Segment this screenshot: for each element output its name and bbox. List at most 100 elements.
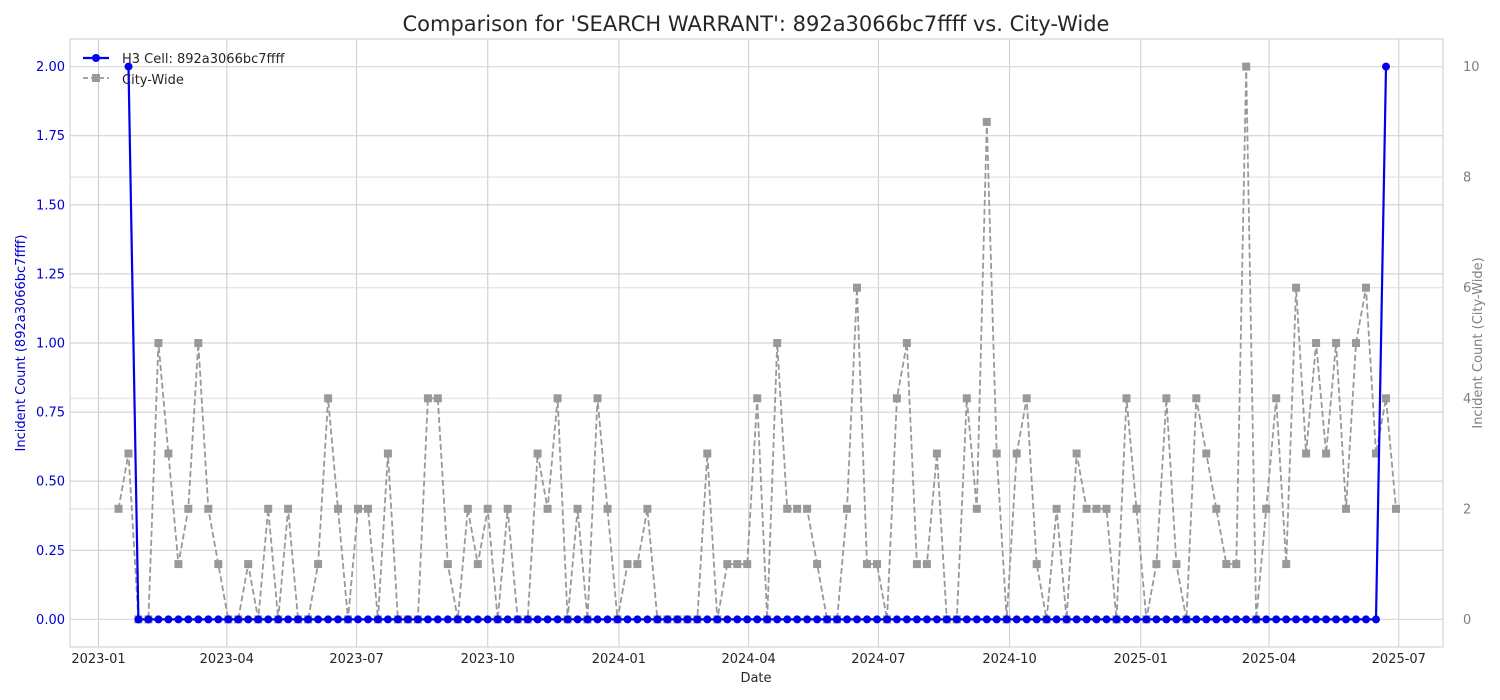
h3-cell-point	[803, 615, 812, 624]
city-wide-point	[164, 449, 173, 458]
h3-cell-point	[1212, 615, 1221, 624]
h3-cell-point	[912, 615, 921, 624]
h3-cell-point	[543, 615, 552, 624]
h3-cell-point	[593, 615, 602, 624]
h3-cell-point	[683, 615, 692, 624]
h3-cell-point	[573, 615, 582, 624]
h3-cell-point	[1002, 615, 1011, 624]
h3-cell-point	[264, 615, 273, 624]
city-wide-point	[783, 504, 792, 513]
city-wide-point	[972, 504, 981, 513]
h3-cell-point	[883, 615, 891, 624]
y-right-tick-label: 8	[1463, 171, 1471, 186]
h3-cell-point	[942, 615, 951, 624]
h3-cell-point	[1372, 615, 1380, 624]
x-tick-label: 2024-01	[592, 652, 646, 667]
city-wide-point	[1092, 504, 1101, 513]
h3-cell-point	[393, 615, 402, 624]
city-wide-point	[154, 339, 163, 347]
city-wide-point	[1282, 560, 1291, 569]
x-tick-label: 2023-04	[200, 652, 254, 667]
y-left-tick-label: 0.75	[36, 406, 65, 421]
city-wide-point	[813, 560, 822, 569]
h3-cell-point	[922, 615, 931, 624]
city-wide-point	[124, 449, 133, 458]
h3-cell-point	[473, 615, 482, 624]
h3-cell-point	[354, 615, 362, 624]
city-wide-point	[1082, 504, 1091, 513]
h3-cell-point	[693, 615, 702, 624]
city-wide-point	[334, 504, 342, 513]
city-wide-point	[1302, 449, 1311, 458]
h3-cell-point	[853, 615, 861, 624]
h3-cell-point	[553, 615, 562, 624]
h3-cell-point	[1092, 615, 1101, 624]
h3-cell-point	[653, 615, 662, 624]
city-wide-point	[733, 560, 742, 569]
y-left-tick-label: 1.25	[36, 267, 65, 282]
city-wide-point	[503, 504, 512, 513]
h3-cell-point	[1192, 615, 1201, 624]
x-tick-label: 2024-07	[851, 652, 905, 667]
city-wide-point	[992, 449, 1001, 458]
city-wide-point	[1342, 504, 1350, 513]
h3-cell-point	[1122, 615, 1131, 624]
h3-cell-point	[962, 615, 971, 624]
city-wide-point	[603, 504, 612, 513]
y-left-tick-label: 1.75	[36, 129, 65, 144]
x-tick-labels: 2023-01 2023-04 2023-07 2023-10 2024-01 2024-…	[71, 652, 1426, 667]
h3-cell-point	[673, 615, 682, 624]
h3-cell-point	[503, 615, 512, 624]
h3-cell-point	[703, 615, 712, 624]
h3-cell-point	[1252, 615, 1261, 624]
city-wide-point	[383, 449, 392, 458]
x-axis-label: Date	[740, 671, 771, 686]
h3-cell-point	[1332, 615, 1341, 624]
city-wide-point	[1392, 504, 1400, 513]
city-wide-point	[1032, 560, 1041, 569]
h3-cell-point	[563, 615, 572, 624]
city-wide-point	[982, 117, 991, 126]
h3-cell-point	[1112, 615, 1121, 624]
city-wide-point	[423, 394, 432, 403]
right-y-tick-labels: 0 2 4 6 8 10	[1463, 60, 1480, 628]
city-wide-point	[204, 504, 213, 513]
h3-cell-point	[334, 615, 342, 624]
left-y-tick-labels: 0.00 0.25 0.50 0.75 1.00 1.25 1.50 1.75 2.00	[36, 60, 65, 628]
h3-cell-point	[783, 615, 792, 624]
h3-cell-point	[1352, 615, 1360, 624]
h3-cell-point	[224, 615, 233, 624]
h3-cell-point	[383, 615, 392, 624]
y-right-tick-label: 4	[1463, 392, 1471, 407]
city-wide-point	[1372, 449, 1380, 458]
city-wide-point	[1312, 339, 1321, 347]
city-wide-point	[1382, 394, 1390, 403]
h3-cell-point	[244, 615, 253, 624]
h3-cell-point	[643, 615, 652, 624]
x-tick-label: 2023-07	[329, 652, 383, 667]
x-tick-label: 2024-04	[721, 652, 775, 667]
city-wide-point	[1322, 449, 1331, 458]
city-wide-point	[433, 394, 442, 403]
city-wide-point	[543, 504, 552, 513]
city-wide-point	[1272, 394, 1281, 403]
city-wide-point	[1162, 394, 1171, 403]
h3-cell-point	[1202, 615, 1211, 624]
city-wide-point	[1202, 449, 1211, 458]
h3-cell-point	[324, 615, 333, 624]
h3-cell-series	[124, 62, 1390, 624]
h3-cell-point	[773, 615, 782, 624]
city-wide-point	[1132, 504, 1141, 513]
h3-cell-point	[1082, 615, 1091, 624]
city-wide-point	[1332, 339, 1341, 347]
city-wide-point	[114, 504, 123, 513]
h3-cell-point	[1102, 615, 1111, 624]
h3-cell-point	[443, 615, 452, 624]
h3-cell-point	[1042, 615, 1051, 624]
city-wide-point	[1212, 504, 1221, 513]
h3-cell-point	[1222, 615, 1231, 624]
h3-cell-point	[513, 615, 522, 624]
h3-cell-point	[613, 615, 622, 624]
city-wide-point	[743, 560, 752, 569]
city-wide-point	[912, 560, 921, 569]
